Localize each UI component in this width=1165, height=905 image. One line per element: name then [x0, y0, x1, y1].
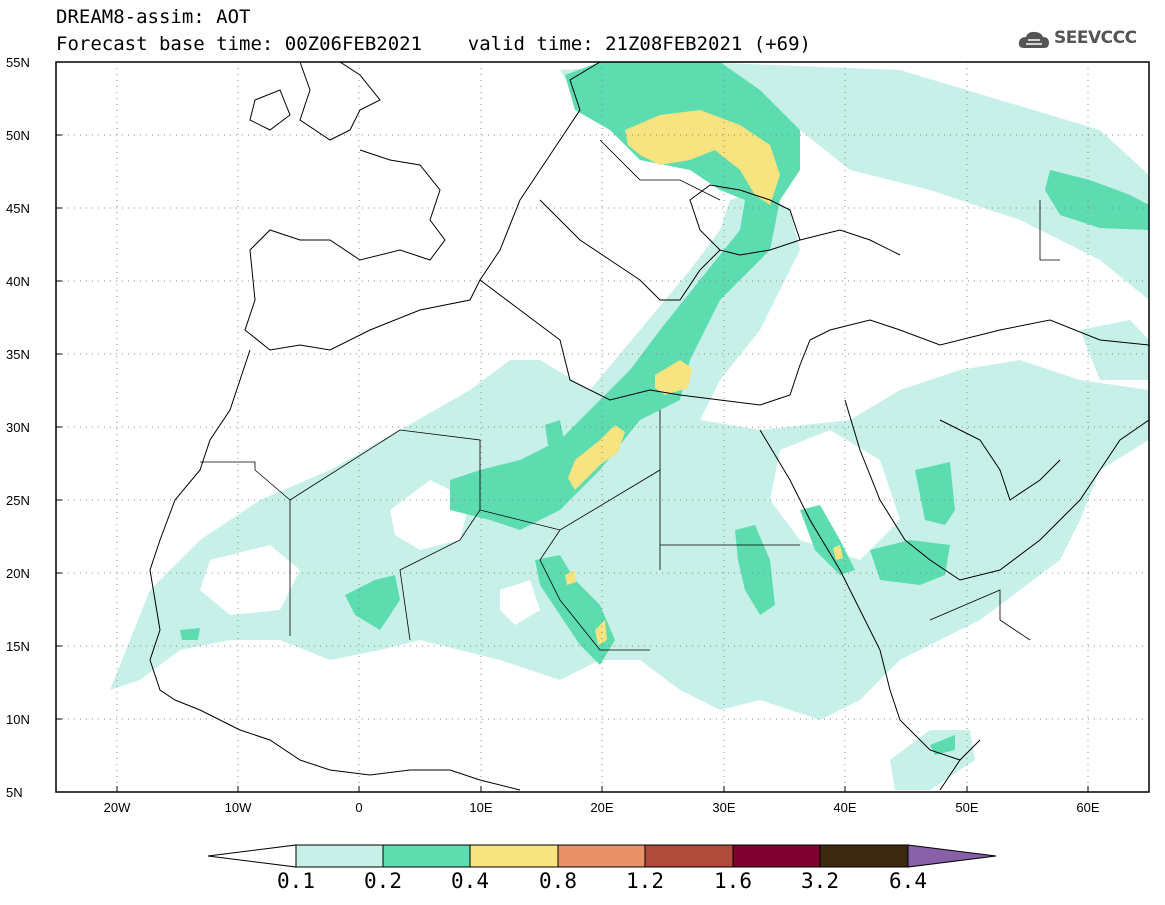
cloud-logo-icon [1018, 31, 1049, 48]
colorbar-bin-5 [644, 844, 734, 868]
colorbar-label: 0.4 [451, 869, 489, 893]
lat-label: 45N [6, 201, 30, 216]
lat-label: 5N [6, 785, 23, 800]
lat-label: 30N [6, 420, 30, 435]
colorbar-bin-7 [819, 844, 909, 868]
axis-ticks [56, 61, 1089, 792]
lat-label: 35N [6, 347, 30, 362]
lon-label: 0 [355, 800, 363, 815]
lat-label: 15N [6, 639, 30, 654]
colorbar-bin-1 [295, 844, 384, 868]
lat-label: 10N [6, 712, 30, 727]
lat-label: 50N [6, 128, 30, 143]
lat-label: 25N [6, 493, 30, 508]
colorbar-label: 0.2 [364, 869, 402, 893]
colorbar-label: 1.6 [714, 869, 752, 893]
lon-label: 20E [590, 800, 614, 815]
lon-label: 40E [833, 800, 857, 815]
colorbar-label: 3.2 [801, 869, 839, 893]
forecast-times: Forecast base time: 00Z06FEB2021 valid t… [56, 33, 811, 55]
colorbar-low-arrow [207, 844, 297, 868]
lon-label: 10E [469, 800, 493, 815]
colorbar-bin-3 [469, 844, 559, 868]
colorbar-bin-6 [732, 844, 821, 868]
colorbar-label: 0.8 [539, 869, 577, 893]
logo-text: SEEVCCC [1054, 28, 1137, 48]
coastlines [149, 62, 1149, 791]
lat-label: 20N [6, 566, 30, 581]
colorbar-bin-2 [382, 844, 471, 868]
aot-fill-layer [110, 62, 1149, 790]
map-title: DREAM8-assim: AOT [56, 6, 251, 28]
borders [200, 139, 1060, 651]
lon-label: 10W [224, 800, 252, 815]
colorbar [207, 844, 997, 868]
colorbar-label: 6.4 [889, 869, 927, 893]
colorbar-label: 1.2 [626, 869, 664, 893]
lat-label: 55N [6, 55, 30, 70]
lon-label: 60E [1076, 800, 1100, 815]
lon-label: 50E [955, 800, 979, 815]
colorbar-high-arrow [907, 844, 997, 868]
lon-label: 30E [712, 800, 736, 815]
colorbar-bin-4 [557, 844, 646, 868]
lat-label: 40N [6, 274, 30, 289]
graticule [56, 62, 1149, 792]
lon-label: 20W [103, 800, 131, 815]
colorbar-label: 0.1 [277, 869, 315, 893]
